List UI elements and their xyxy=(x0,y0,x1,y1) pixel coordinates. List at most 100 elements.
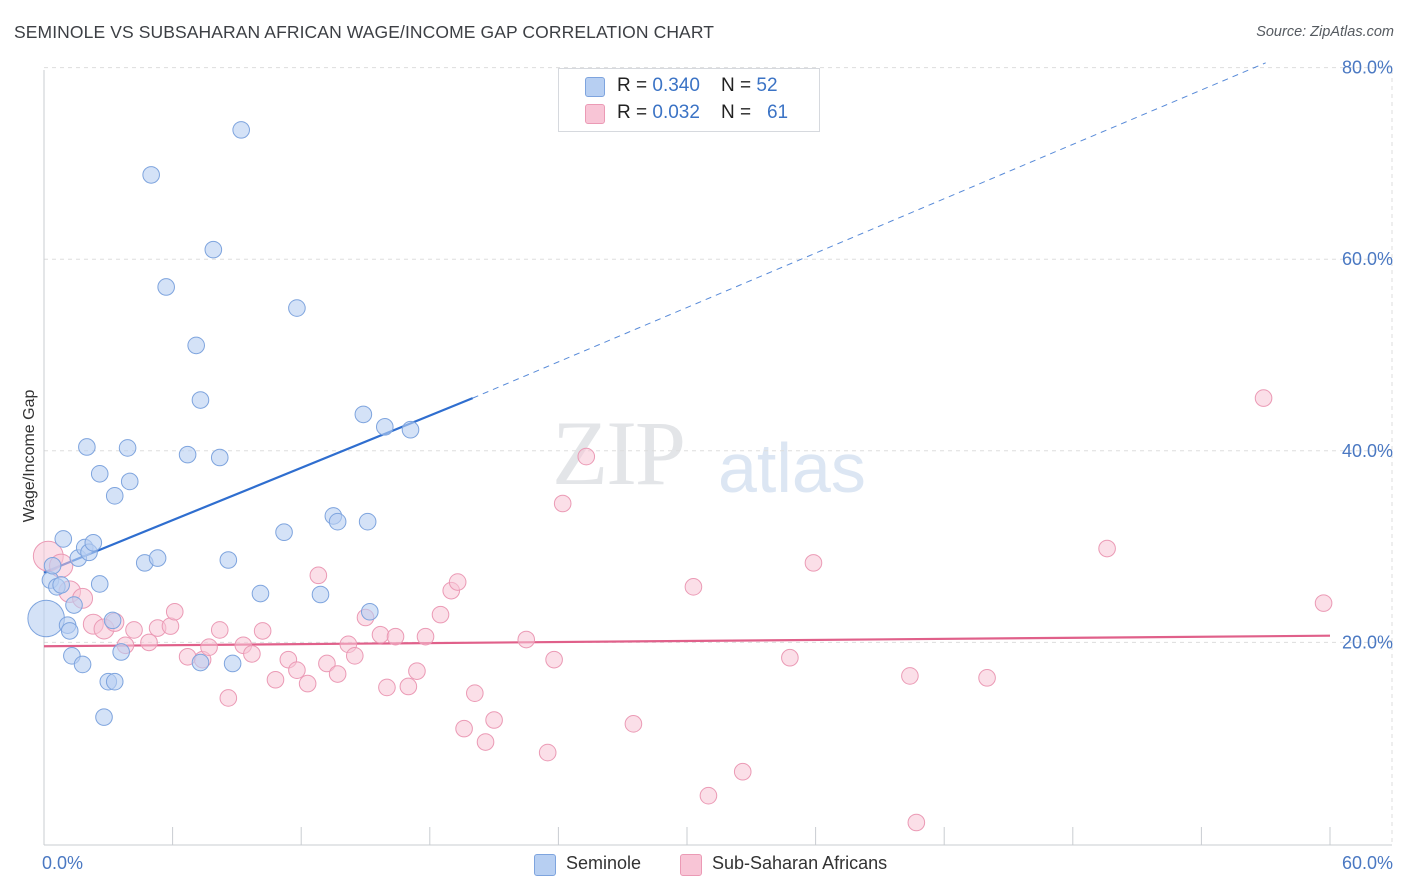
subsaharan-point xyxy=(485,711,503,729)
tick-labels: 20.0% 40.0% 60.0% 80.0% 0.0% 60.0% xyxy=(42,58,1393,873)
subsaharan-point xyxy=(408,662,426,680)
seminole-point xyxy=(65,596,83,614)
seminole-point xyxy=(78,438,96,456)
y-tick-label: 60.0% xyxy=(1342,249,1393,269)
seminole-point xyxy=(52,576,70,594)
seminole-point xyxy=(219,551,238,569)
subsaharan-swatch xyxy=(585,104,605,124)
x-tick-label: 60.0% xyxy=(1342,853,1393,873)
seminole-point xyxy=(73,655,92,674)
subsaharan-point xyxy=(545,650,563,669)
seminole-point xyxy=(360,602,379,621)
bottom-legend-subsaharan-label: Sub-Saharan Africans xyxy=(712,853,888,873)
subsaharan-point xyxy=(901,667,919,685)
y-tick-label: 20.0% xyxy=(1342,632,1393,652)
seminole-point xyxy=(43,556,62,575)
seminole-point xyxy=(210,448,229,467)
legend-r-label: R = xyxy=(617,102,653,123)
subsaharan-point xyxy=(399,677,418,696)
seminole-point xyxy=(187,336,205,355)
subsaharan-point xyxy=(125,621,143,639)
legend-n-value: 52 xyxy=(756,75,778,96)
subsaharan-point xyxy=(978,669,996,687)
seminole-point xyxy=(251,584,270,603)
seminole-point xyxy=(178,445,197,464)
chart-title: SEMINOLE VS SUBSAHARAN AFRICAN WAGE/INCO… xyxy=(14,22,715,42)
subsaharan-point xyxy=(378,678,396,697)
subsaharan-point xyxy=(1314,594,1333,612)
subsaharan-point xyxy=(371,625,390,644)
seminole-point xyxy=(191,391,210,409)
seminole-point xyxy=(54,530,73,548)
subsaharan-point xyxy=(699,786,718,805)
subsaharan-point xyxy=(466,684,484,702)
subsaharan-swatch xyxy=(680,854,702,876)
seminole-point xyxy=(27,599,65,638)
seminole-point xyxy=(275,523,293,542)
seminole-point xyxy=(354,405,373,424)
subsaharan-point xyxy=(243,645,261,663)
y-tick-label: 40.0% xyxy=(1342,441,1393,461)
subsaharan-point xyxy=(1254,389,1273,407)
subsaharan-point xyxy=(165,602,184,621)
seminole-point xyxy=(288,299,306,317)
legend-n-value: 61 xyxy=(766,102,789,123)
seminole-point xyxy=(191,653,210,672)
watermark-atlas: atlas xyxy=(718,429,866,507)
subsaharan-point xyxy=(624,715,643,733)
seminole-point xyxy=(375,418,394,436)
bottom-legend-seminole-label: Seminole xyxy=(566,853,642,873)
subsaharan-point xyxy=(210,621,229,639)
y-axis-label: Wage/Income Gap xyxy=(21,390,38,523)
legend-n-label: N = xyxy=(721,102,757,123)
subsaharan-point xyxy=(253,622,272,640)
seminole-point xyxy=(148,549,167,567)
seminole-point xyxy=(112,643,130,661)
seminole-point xyxy=(90,575,109,593)
seminole-point xyxy=(90,464,109,483)
subsaharan-point xyxy=(328,665,347,683)
seminole-swatch xyxy=(585,77,605,97)
seminole-swatch xyxy=(534,854,556,876)
source-credit: Source: ZipAtlas.com xyxy=(1256,24,1394,40)
legend-r-value: 0.032 xyxy=(652,102,700,123)
axes xyxy=(43,70,1392,846)
trend-lines xyxy=(43,62,1331,648)
seminole-point xyxy=(232,121,250,139)
subsaharan-point xyxy=(733,762,752,781)
subsaharan-point xyxy=(553,494,572,513)
subsaharan-point xyxy=(318,654,336,673)
subsaharan-point xyxy=(907,813,926,832)
subsaharan-trend-line xyxy=(43,634,1331,648)
seminole-point xyxy=(118,439,137,457)
subsaharan-point xyxy=(684,578,703,596)
subsaharan-point xyxy=(476,733,495,751)
seminole-point xyxy=(142,166,160,184)
seminole-point xyxy=(311,585,330,604)
seminole-point xyxy=(223,654,242,673)
subsaharan-point xyxy=(266,670,285,689)
subsaharan-point xyxy=(288,661,306,679)
subsaharan-point xyxy=(781,648,799,667)
x-tick-label: 0.0% xyxy=(42,853,83,873)
seminole-point xyxy=(401,420,420,439)
legend-r-label: R = xyxy=(617,75,653,96)
seminole-point xyxy=(103,611,122,630)
y-tick-label: 80.0% xyxy=(1342,58,1393,78)
legend-r-value: 0.340 xyxy=(652,75,700,96)
subsaharan-point xyxy=(309,566,328,585)
subsaharan-point xyxy=(538,743,557,762)
seminole-point xyxy=(120,472,139,491)
subsaharan-point xyxy=(298,674,317,693)
subsaharan-point xyxy=(1098,539,1116,558)
seminole-point xyxy=(157,278,175,296)
gridlines xyxy=(44,67,1393,845)
seminole-point xyxy=(95,708,113,726)
subsaharan-point xyxy=(455,719,473,738)
seminole-point xyxy=(204,240,223,259)
subsaharan-point xyxy=(140,633,158,652)
watermark-zip: ZIP xyxy=(552,402,686,504)
subsaharan-point xyxy=(431,605,450,624)
legend-n-label: N = xyxy=(721,75,757,96)
